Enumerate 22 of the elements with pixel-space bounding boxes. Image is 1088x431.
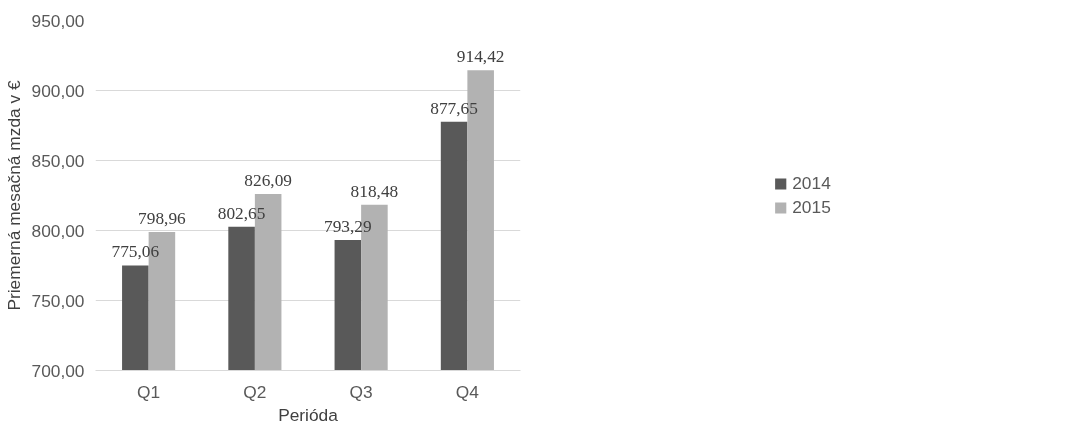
x-tick-label: Q2	[243, 381, 267, 402]
x-axis-title: Perióda	[278, 404, 339, 425]
data-label: 914,42	[456, 47, 505, 67]
y-axis-title: Priemerná mesačná mzda v €	[3, 80, 24, 311]
y-tick-label: 950,00	[31, 10, 85, 31]
y-tick-label: 900,00	[31, 80, 85, 101]
data-label: 775,06	[111, 242, 160, 262]
data-label: 793,29	[324, 216, 372, 236]
data-label: 877,65	[430, 98, 478, 118]
data-label: 802,65	[217, 203, 266, 223]
x-tick-label: Q3	[349, 381, 373, 402]
y-tick-label: 750,00	[31, 290, 85, 311]
legend-label: 2014	[792, 172, 831, 194]
y-tick-label: 700,00	[31, 360, 85, 381]
data-label: 818,48	[350, 181, 399, 201]
y-tick-label: 850,00	[31, 150, 85, 171]
legend-label: 2015	[792, 196, 831, 218]
data-label: 798,96	[138, 208, 187, 228]
y-tick-label: 800,00	[31, 220, 85, 241]
x-tick-label: Q4	[455, 381, 480, 402]
x-tick-label: Q1	[137, 381, 161, 402]
data-label: 826,09	[244, 170, 292, 190]
